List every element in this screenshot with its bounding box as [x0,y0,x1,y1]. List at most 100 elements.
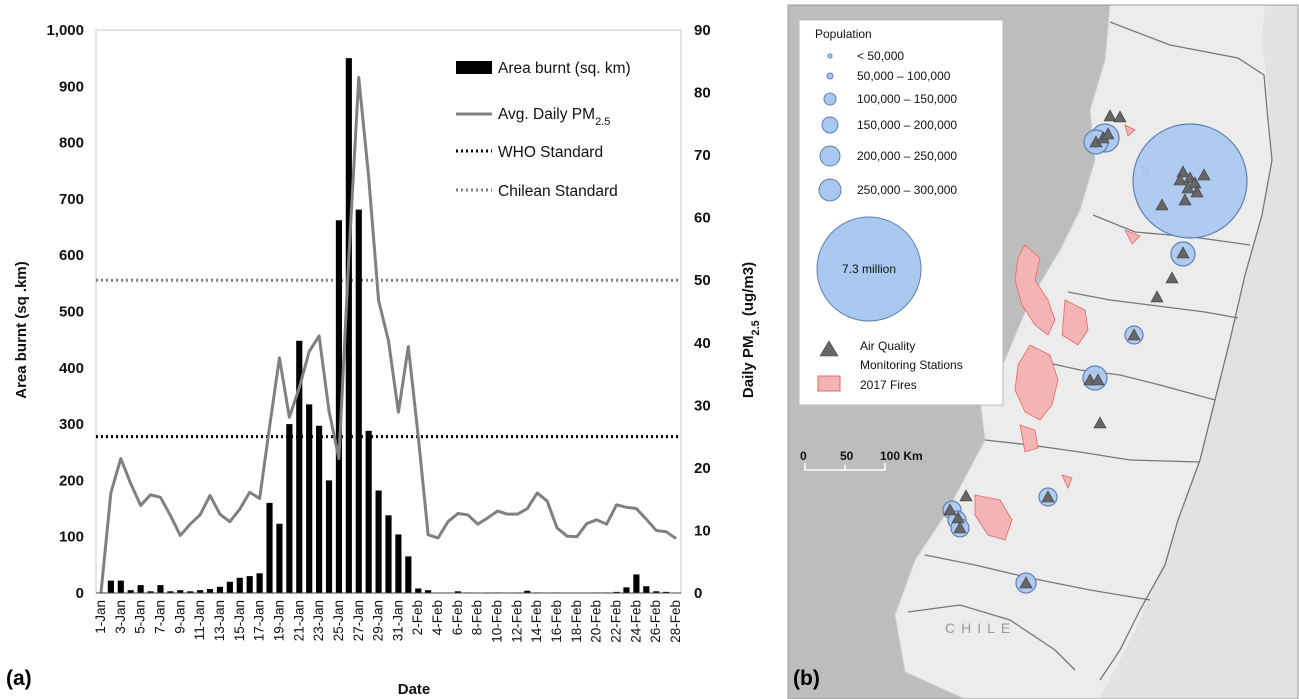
chart-legend: Area burnt (sq. km) Avg. Daily PM2.5 WHO… [456,60,631,200]
x-tick-label: 29-Jan [371,600,386,641]
x-tick-label: 23-Jan [311,600,326,641]
fire-patch [1014,344,1059,421]
station-triangle-icon [1150,290,1164,303]
x-tick-label: 31-Jan [390,600,405,641]
scale-label-100: 100 Km [880,449,923,463]
bar-6-Feb [454,591,461,593]
x-tick-label: 3-Jan [113,600,128,634]
station-triangle-icon [1103,109,1117,122]
neighboring-country [1100,5,1298,699]
legend-swatch-area-burnt [456,61,492,74]
station-triangle-icon [953,521,967,534]
bar-23-Feb [623,587,630,593]
y-right-tick-label: 90 [694,22,711,39]
x-axis-ticks: 1-Jan 3-Jan 5-Jan 7-Jan 9-Jan 11-Jan 13-Jan 15-… [93,600,683,643]
bar-21-Jan [296,340,303,593]
x-tick-label: 27-Jan [351,600,366,641]
legend-pop-class-2: 50,000 – 100,000 [857,69,951,83]
legend-circle-size-2 [826,72,834,80]
x-tick-label: 6-Feb [450,600,465,635]
pm25-line [99,76,677,594]
bar-3-Jan [117,580,124,593]
x-tick-label: 15-Jan [232,600,247,641]
y-left-tick-label: 800 [59,135,84,152]
y-right-tick-label: 20 [694,460,711,477]
bar-31-Jan [395,534,402,593]
legend-stations-line1: Air Quality [860,339,915,353]
legend-pop-class-5: 200,000 – 250,000 [857,149,957,163]
fire-patch [1061,299,1089,346]
x-tick-label: 16-Feb [549,600,564,643]
station-triangle-icon [943,503,957,516]
x-tick-label: 26-Feb [648,600,663,643]
station-triangle-icon [959,489,973,502]
legend-fires-label: 2017 Fires [860,378,917,392]
map-legend-box [798,19,1004,406]
legend-circle-size-6 [818,178,842,202]
y-right-tick-label: 70 [694,147,711,164]
plot-area [95,29,682,594]
scale-label-50: 50 [840,449,854,463]
legend-label-who: WHO Standard [498,144,603,161]
y-axis-left-label: Area burnt (sq .km) [13,261,30,399]
bar-10-Jan [187,591,194,593]
x-tick-label: 9-Jan [172,600,187,634]
y-right-tick-label: 30 [694,397,711,414]
bar-22-Feb [613,591,620,593]
y-right-tick-label: 0 [694,585,702,602]
legend-circle-size-4 [821,116,839,134]
bar-3-Feb [425,590,432,593]
legend-pop-class-3: 100,000 – 150,000 [857,92,957,106]
bar-28-Jan [365,430,372,593]
fire-areas-2017 [974,124,1151,541]
map-legend: Population < 50,000 50,000 – 100,000 100… [798,19,1004,406]
bar-16-Jan [246,576,253,593]
legend-circle-size-5 [819,145,841,167]
bar-29-Jan [375,490,382,593]
bar-23-Jan [316,425,323,593]
station-triangle-icon [1127,328,1141,341]
y-left-tick-label: 500 [59,304,84,321]
station-triangle-icon [1165,271,1179,284]
bar-24-Feb [633,574,640,593]
plot-frame [95,29,682,594]
panel-b-label: (b) [793,667,820,690]
bar-9-Jan [177,590,184,593]
y-axis-right-ticks: 0 10 20 30 40 50 60 70 80 90 [694,22,711,602]
map-frame [787,4,1299,699]
x-tick-label: 10-Feb [490,600,505,643]
bar-18-Jan [266,502,273,593]
bar-27-Jan [355,209,362,594]
station-triangle-icon [1155,198,1169,211]
legend-title-population: Population [815,27,872,41]
x-tick-label: 1-Jan [93,600,108,634]
y-left-tick-label: 100 [59,529,84,546]
station-triangle-icon [1173,173,1187,186]
scale-label-0: 0 [800,449,807,463]
bar-15-Jan [236,577,243,593]
x-tick-label: 18-Feb [569,600,584,643]
bar-24-Jan [325,480,333,593]
fire-patch [1014,244,1056,336]
x-tick-label: 17-Jan [252,600,267,641]
y-left-tick-label: 600 [59,247,84,264]
x-axis-label: Date [398,681,431,698]
bar-27-Feb [663,591,670,593]
x-tick-label: 25-Jan [331,600,346,641]
station-triangle-icon [819,340,839,357]
bar-25-Feb [643,586,650,593]
bar-26-Feb [653,591,660,593]
bar-14-Jan [226,581,233,593]
legend-circle-size-1 [827,53,833,59]
station-triangle-icon [1188,176,1202,189]
x-tick-label: 4-Feb [430,600,445,635]
legend-big-circle-label: 7.3 million [842,262,896,276]
y-left-tick-label: 400 [59,360,84,377]
x-tick-label: 2-Feb [410,600,425,635]
station-triangle-icon [1190,185,1204,198]
x-tick-label: 24-Feb [628,600,643,643]
bar-series-area-burnt [107,58,670,594]
x-tick-label: 7-Jan [152,600,167,634]
bar-4-Jan [127,590,134,593]
